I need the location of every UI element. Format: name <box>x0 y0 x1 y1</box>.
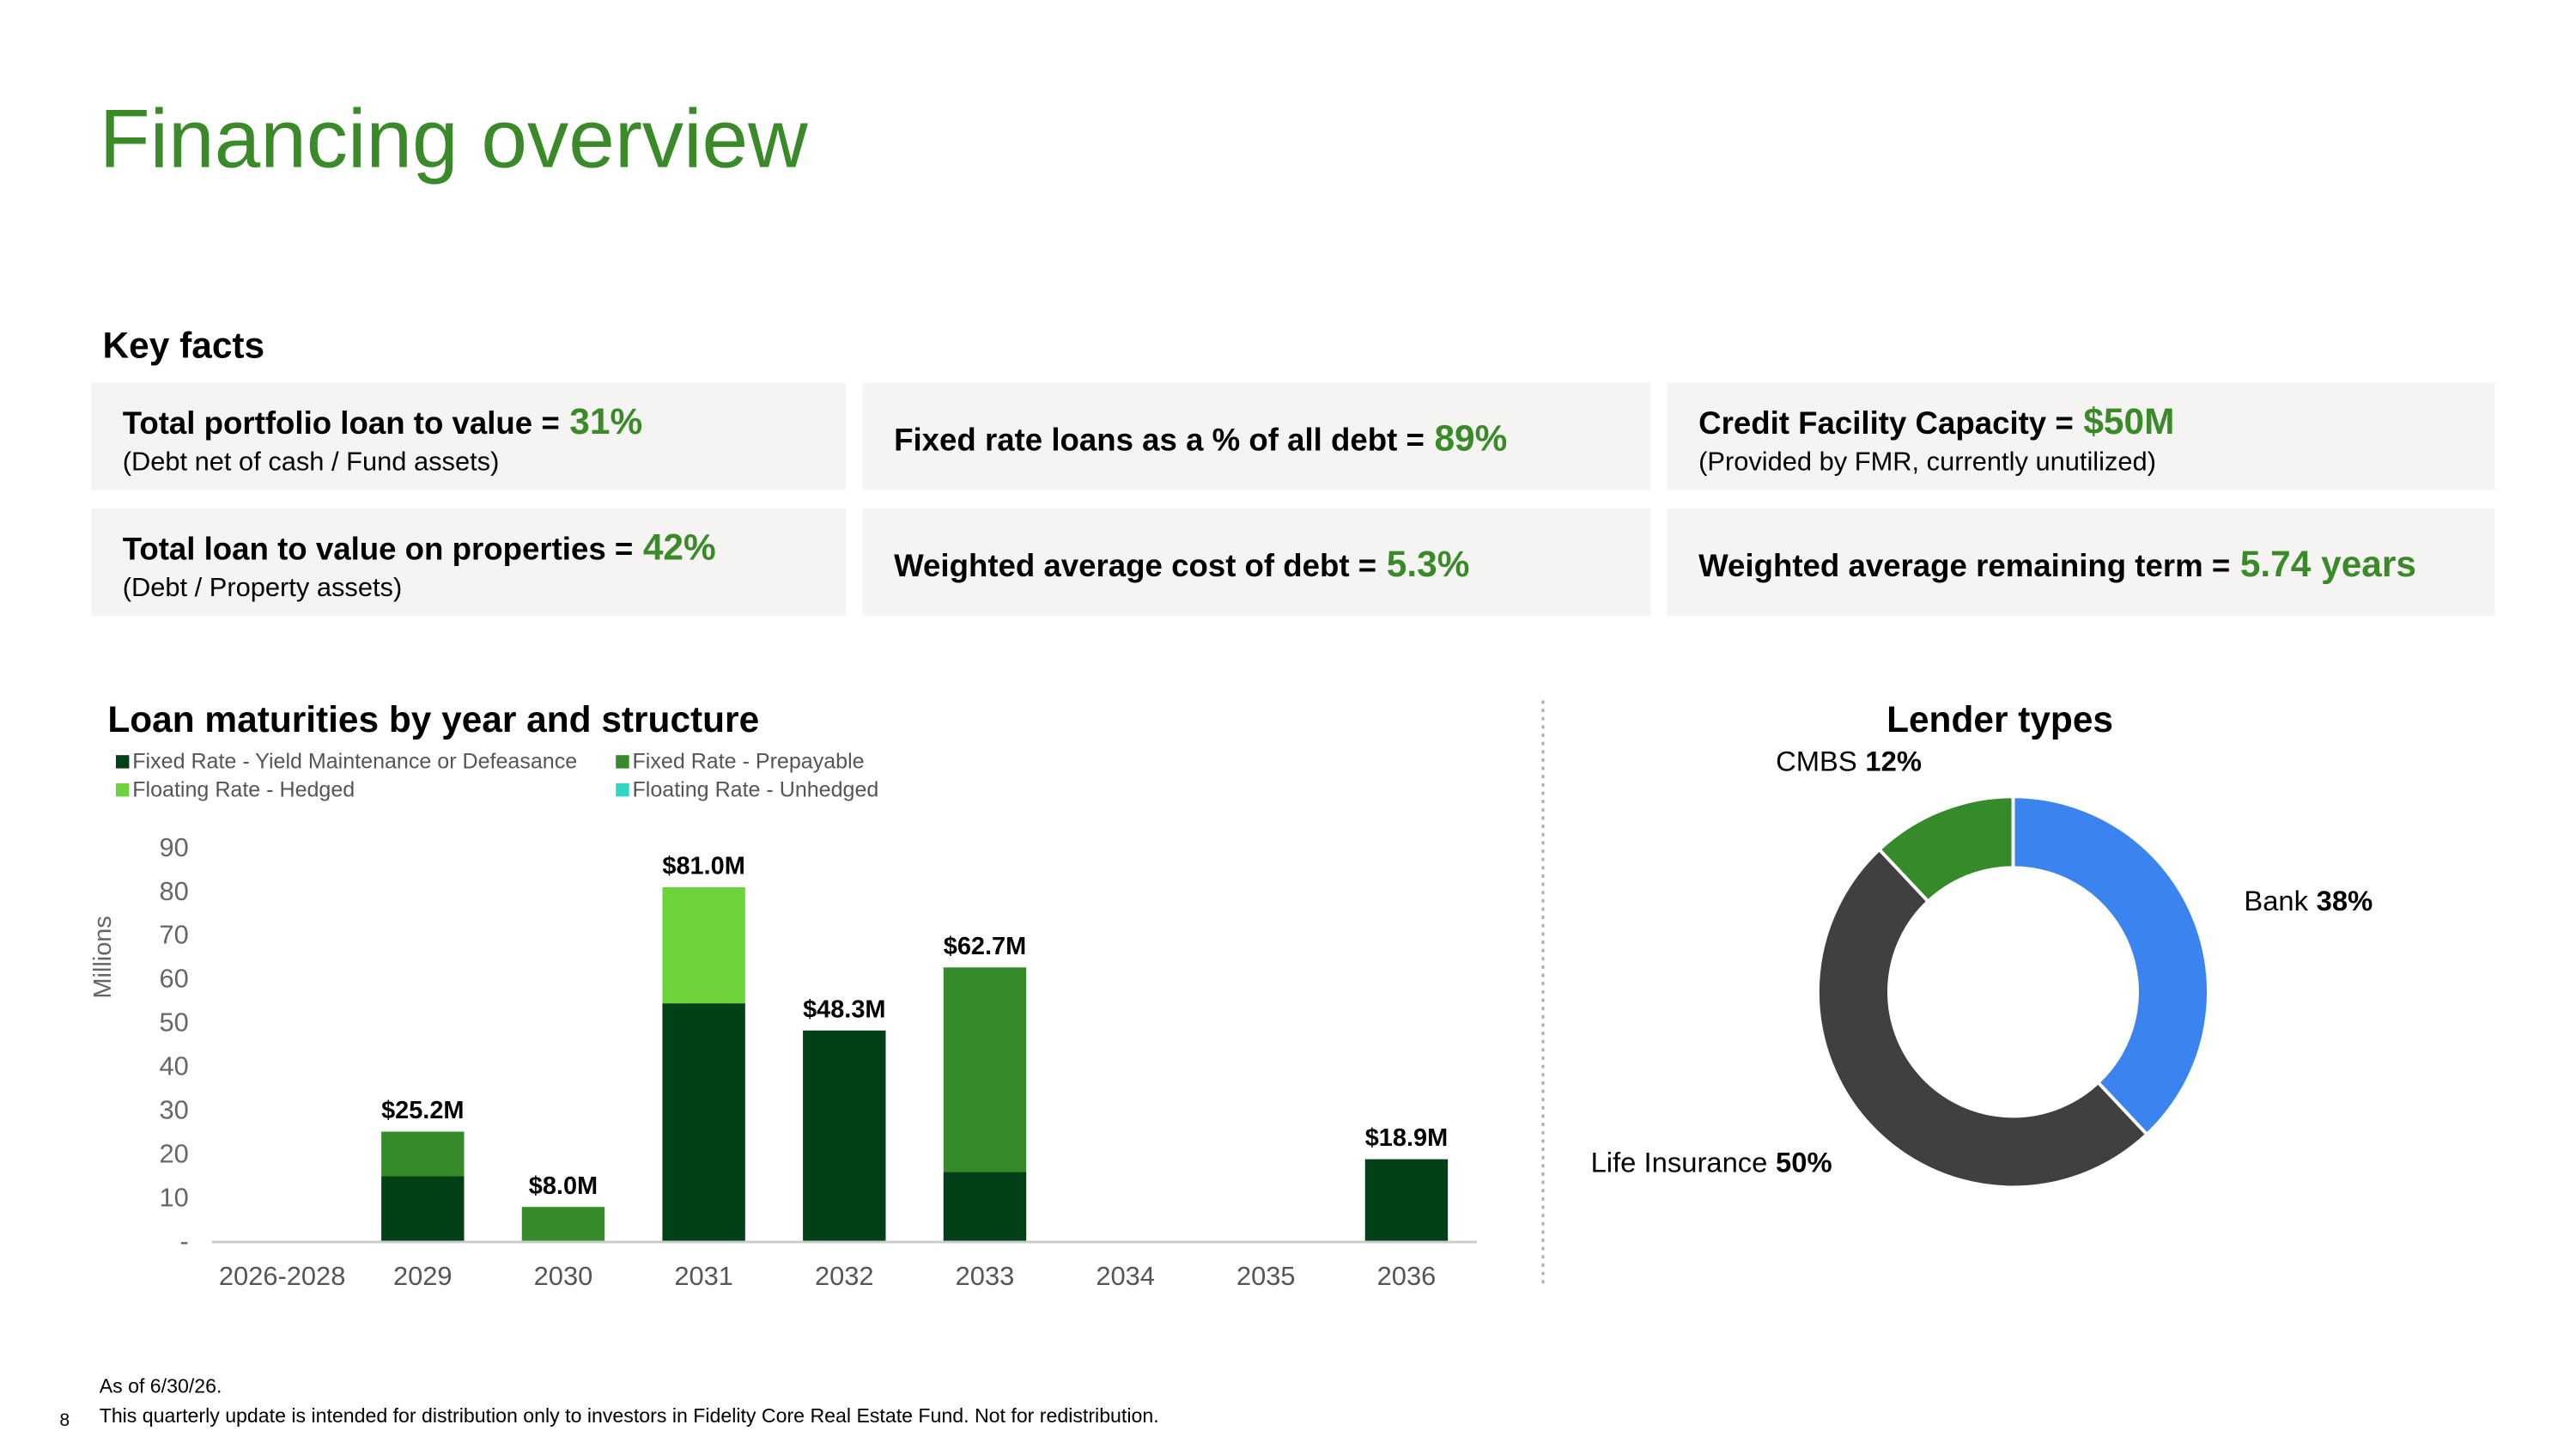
x-tick-label: 2030 <box>534 1261 593 1291</box>
bar-segment <box>943 967 1027 1172</box>
bar-segment <box>662 887 745 1004</box>
bar-chart: Loan maturities by year and structure Fix… <box>89 699 1477 1291</box>
fact-label: Weighted average remaining term = <box>1698 548 2230 583</box>
slice-label: CMBS 12% <box>1776 746 1922 777</box>
fact-text: Total loan to value on properties = 42% <box>123 527 716 568</box>
legend-label: Fixed Rate - Yield Maintenance or Defeas… <box>132 750 577 774</box>
legend-label: Floating Rate - Unhedged <box>633 777 879 801</box>
legend-label: Floating Rate - Hedged <box>132 777 355 801</box>
fact-note: (Provided by FMR, currently unutilized) <box>1698 447 2156 477</box>
total-label: $25.2M <box>381 1097 464 1124</box>
fact-box <box>91 382 847 490</box>
bar-segment <box>381 1176 465 1242</box>
key-facts: Total portfolio loan to value = 31% (Debt … <box>91 382 2495 617</box>
fact-text: Fixed rate loans as a % of all debt = 89% <box>894 417 1507 458</box>
donut-slice <box>1876 795 2015 904</box>
fact-value: 89% <box>1434 417 1507 458</box>
fact-note: (Debt / Property assets) <box>123 572 403 602</box>
total-label: $18.9M <box>1365 1124 1448 1152</box>
slice-name: Bank <box>2244 885 2308 916</box>
fact-label: Fixed rate loans as a % of all debt = <box>894 422 1425 457</box>
fact-note: (Debt net of cash / Fund assets) <box>123 447 500 477</box>
y-tick-label: 10 <box>160 1183 189 1213</box>
page-number: 8 <box>59 1410 70 1430</box>
donut-slice <box>2011 795 2210 1137</box>
x-tick-label: 2031 <box>674 1261 733 1291</box>
y-tick-label: 50 <box>160 1008 189 1038</box>
legend-swatch <box>616 782 629 797</box>
y-tick-label: 30 <box>160 1095 189 1125</box>
slice-value: 12% <box>1865 746 1922 777</box>
legend-swatch <box>616 755 629 769</box>
fact-label: Total loan to value on properties = <box>123 532 634 567</box>
bar-segment <box>521 1207 605 1242</box>
legend-swatch <box>115 755 130 769</box>
disclaimer: This quarterly update is intended for di… <box>100 1404 1159 1427</box>
x-tick-label: 2026-2028 <box>219 1261 345 1291</box>
slice-name: Life Insurance <box>1591 1146 1768 1178</box>
y-tick-label: 90 <box>160 832 189 862</box>
fact-text: Weighted average cost of debt = 5.3% <box>894 544 1469 584</box>
slice-value: 38% <box>2317 885 2373 916</box>
y-tick-label: 70 <box>160 920 189 950</box>
legend-label: Fixed Rate - Prepayable <box>633 750 865 774</box>
date-note: As of 6/30/26. <box>100 1374 222 1397</box>
legend-swatch <box>115 782 130 797</box>
page-title: Financing overview <box>100 94 808 186</box>
fact-box <box>1667 382 2495 490</box>
x-tick-label: 2032 <box>815 1261 874 1291</box>
fact-box <box>862 382 1651 490</box>
fact-value: 5.74 years <box>2240 544 2416 584</box>
fact-value: $50M <box>2083 401 2174 441</box>
y-axis-label: Millions <box>89 916 117 998</box>
fact-value: 42% <box>643 527 716 568</box>
fact-value: 31% <box>569 401 642 441</box>
y-tick-label: - <box>180 1227 189 1257</box>
donut-slice <box>1816 847 2149 1190</box>
fact-box <box>1667 508 2495 617</box>
bar-segment <box>381 1131 465 1177</box>
bar-segment <box>1364 1159 1449 1242</box>
total-label: $8.0M <box>529 1172 598 1200</box>
fact-label: Total portfolio loan to value = <box>123 405 560 441</box>
chart-title: Loan maturities by year and structure <box>107 699 759 740</box>
y-tick-label: 60 <box>160 964 189 994</box>
fact-text: Credit Facility Capacity = $50M <box>1698 401 2174 441</box>
total-label: $48.3M <box>803 995 885 1023</box>
fact-text: Total portfolio loan to value = 31% <box>123 401 642 441</box>
x-tick-label: 2035 <box>1236 1261 1296 1291</box>
bar-segment <box>662 1003 745 1242</box>
slice-label: Life Insurance 50% <box>1591 1146 1832 1178</box>
x-tick-label: 2036 <box>1377 1261 1437 1291</box>
key-facts-heading: Key facts <box>103 325 265 365</box>
fact-label: Credit Facility Capacity = <box>1698 405 2074 441</box>
chart-title: Lender types <box>1886 699 2113 740</box>
fact-box <box>91 508 847 617</box>
y-tick-label: 20 <box>160 1139 189 1169</box>
fact-text: Weighted average remaining term = 5.74 ye… <box>1698 544 2416 584</box>
y-tick-label: 40 <box>160 1051 189 1081</box>
slice-value: 50% <box>1776 1146 1832 1178</box>
bar-segment <box>943 1172 1027 1242</box>
total-label: $62.7M <box>944 933 1026 960</box>
x-tick-label: 2033 <box>956 1261 1015 1291</box>
total-label: $81.0M <box>662 853 744 880</box>
fact-box <box>862 508 1651 617</box>
x-tick-label: 2034 <box>1096 1261 1155 1291</box>
donut-chart: Lender types Bank 38% Life Insurance 50% CMBS… <box>1591 699 2372 1190</box>
x-tick-label: 2029 <box>393 1261 453 1291</box>
y-tick-label: 80 <box>160 876 189 906</box>
fact-label: Weighted average cost of debt = <box>894 548 1376 583</box>
fact-value: 5.3% <box>1387 544 1470 584</box>
bar-segment <box>803 1030 886 1242</box>
slice-name: CMBS <box>1776 746 1857 777</box>
slice-label: Bank 38% <box>2244 885 2372 916</box>
